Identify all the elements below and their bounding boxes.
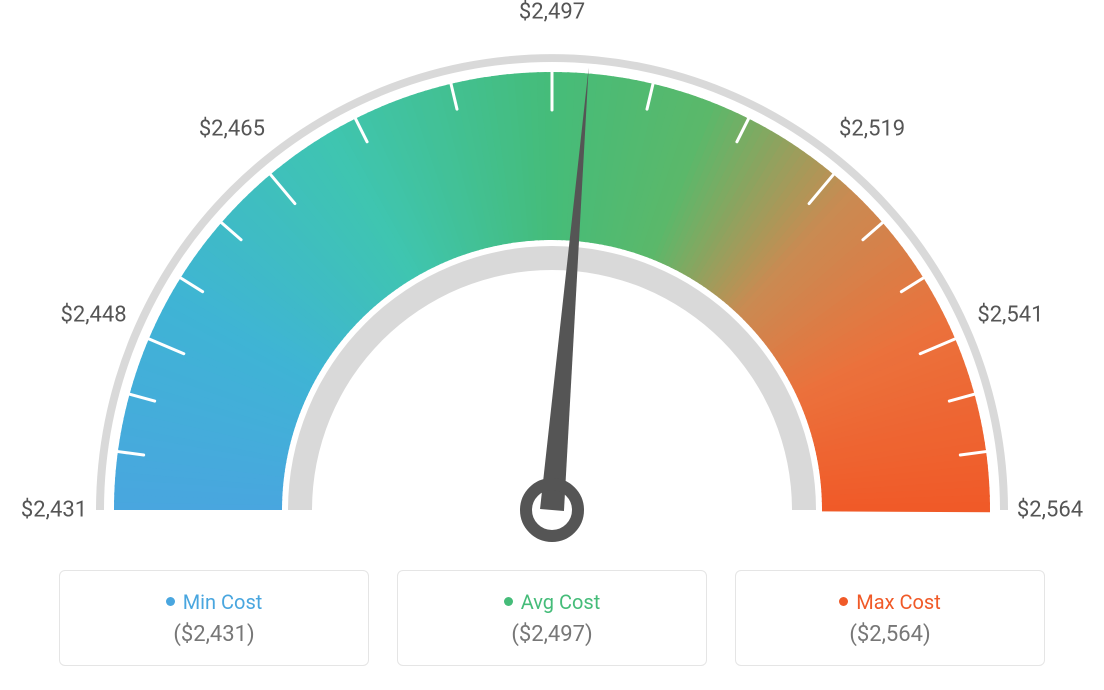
legend-card-min: Min Cost ($2,431) — [59, 570, 369, 666]
legend-row: Min Cost ($2,431) Avg Cost ($2,497) Max … — [59, 570, 1045, 666]
gauge-tick-label: $2,497 — [519, 0, 585, 25]
gauge-tick-label: $2,431 — [21, 498, 87, 523]
legend-title-avg: Avg Cost — [504, 590, 601, 614]
legend-value-min: ($2,431) — [173, 622, 254, 647]
legend-title-max: Max Cost — [839, 590, 941, 614]
gauge-tick-label: $2,448 — [61, 303, 127, 328]
legend-value-avg: ($2,497) — [511, 622, 592, 647]
gauge-svg — [0, 0, 1104, 560]
gauge-tick-label: $2,465 — [199, 116, 265, 141]
legend-title-text: Avg Cost — [521, 590, 601, 614]
gauge-tick-label: $2,519 — [839, 116, 905, 141]
legend-value-max: ($2,564) — [849, 622, 930, 647]
dot-icon — [839, 597, 848, 606]
legend-title-text: Max Cost — [856, 590, 941, 614]
dot-icon — [504, 597, 513, 606]
legend-card-avg: Avg Cost ($2,497) — [397, 570, 707, 666]
legend-card-max: Max Cost ($2,564) — [735, 570, 1045, 666]
legend-title-text: Min Cost — [183, 590, 263, 614]
cost-gauge-chart: $2,431 $2,448 $2,465 $2,497 $2,519 $2,541 $2,5… — [0, 0, 1104, 560]
gauge-tick-label: $2,564 — [1017, 498, 1083, 523]
legend-title-min: Min Cost — [166, 590, 263, 614]
dot-icon — [166, 597, 175, 606]
gauge-tick-label: $2,541 — [977, 303, 1043, 328]
